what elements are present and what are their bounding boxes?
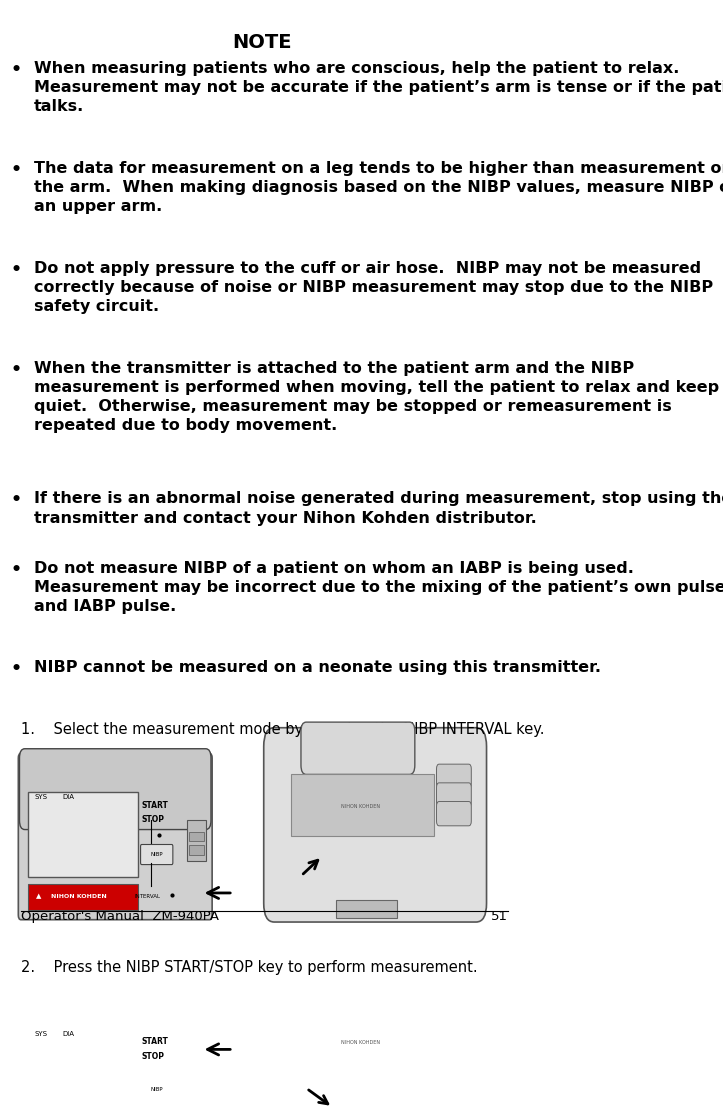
Text: •: • xyxy=(10,161,22,179)
Bar xyxy=(28,1030,138,1112)
Text: 51: 51 xyxy=(491,910,508,923)
Text: NIHON KOHDEN: NIHON KOHDEN xyxy=(51,893,107,899)
Text: NIBP cannot be measured on a neonate using this transmitter.: NIBP cannot be measured on a neonate usi… xyxy=(34,661,601,675)
Text: 2.    Press the NIBP START/STOP key to perform measurement.: 2. Press the NIBP START/STOP key to perf… xyxy=(21,960,478,975)
FancyBboxPatch shape xyxy=(140,844,173,864)
Text: NIBP: NIBP xyxy=(150,852,163,858)
Text: •: • xyxy=(10,492,22,510)
Text: •: • xyxy=(10,60,22,78)
Bar xyxy=(189,845,204,854)
Text: •: • xyxy=(10,361,22,379)
FancyBboxPatch shape xyxy=(437,802,471,826)
Text: If there is an abnormal noise generated during measurement, stop using the
trans: If there is an abnormal noise generated … xyxy=(34,492,723,525)
FancyBboxPatch shape xyxy=(437,783,471,807)
Text: Do not measure NIBP of a patient on whom an IABP is being used.
Measurement may : Do not measure NIBP of a patient on whom… xyxy=(34,560,723,614)
Bar xyxy=(28,884,138,910)
FancyBboxPatch shape xyxy=(264,966,487,1118)
FancyBboxPatch shape xyxy=(437,1020,471,1043)
Text: SYS: SYS xyxy=(34,794,47,800)
FancyBboxPatch shape xyxy=(437,765,471,788)
Text: START: START xyxy=(142,800,168,809)
Bar xyxy=(291,1012,435,1072)
Bar xyxy=(187,821,206,861)
Text: SYS: SYS xyxy=(34,1031,47,1038)
Bar xyxy=(335,900,397,918)
Text: NIBP: NIBP xyxy=(150,1088,163,1092)
FancyBboxPatch shape xyxy=(437,1038,471,1062)
Text: •: • xyxy=(10,560,22,578)
FancyBboxPatch shape xyxy=(301,960,415,1012)
FancyBboxPatch shape xyxy=(264,728,487,922)
Text: When the transmitter is attached to the patient arm and the NIBP
measurement is : When the transmitter is attached to the … xyxy=(34,361,719,433)
Text: •: • xyxy=(10,661,22,679)
Text: Operator's Manual  ZM-940PA: Operator's Manual ZM-940PA xyxy=(21,910,219,923)
Text: STOP: STOP xyxy=(142,815,165,824)
Text: STOP: STOP xyxy=(142,1052,165,1061)
Bar xyxy=(189,1068,204,1078)
Text: NIHON KOHDEN: NIHON KOHDEN xyxy=(341,1040,380,1045)
Text: START: START xyxy=(142,1038,168,1046)
Text: The data for measurement on a leg tends to be higher than measurement on
the arm: The data for measurement on a leg tends … xyxy=(34,161,723,214)
FancyBboxPatch shape xyxy=(20,749,211,830)
Text: NOTE: NOTE xyxy=(232,32,291,51)
Text: DIA: DIA xyxy=(62,1031,74,1038)
Bar xyxy=(291,775,435,836)
FancyBboxPatch shape xyxy=(20,987,211,1065)
FancyBboxPatch shape xyxy=(18,754,212,920)
FancyBboxPatch shape xyxy=(437,1002,471,1025)
Bar xyxy=(189,832,204,842)
Text: NIHON KOHDEN: NIHON KOHDEN xyxy=(341,804,380,808)
Bar xyxy=(187,1057,206,1097)
Text: 1.    Select the measurement mode by pressing the NIBP INTERVAL key.: 1. Select the measurement mode by pressi… xyxy=(21,722,544,737)
Bar xyxy=(189,1080,204,1090)
Text: •: • xyxy=(10,260,22,278)
Text: When measuring patients who are conscious, help the patient to relax.
Measuremen: When measuring patients who are consciou… xyxy=(34,60,723,114)
FancyBboxPatch shape xyxy=(18,992,212,1118)
Text: ▲: ▲ xyxy=(36,893,41,899)
FancyBboxPatch shape xyxy=(301,722,415,775)
Bar xyxy=(28,793,138,878)
Text: DIA: DIA xyxy=(62,794,74,800)
Text: Do not apply pressure to the cuff or air hose.  NIBP may not be measured
correct: Do not apply pressure to the cuff or air… xyxy=(34,260,713,314)
Text: INTERVAL: INTERVAL xyxy=(134,893,160,899)
FancyBboxPatch shape xyxy=(140,1080,173,1100)
